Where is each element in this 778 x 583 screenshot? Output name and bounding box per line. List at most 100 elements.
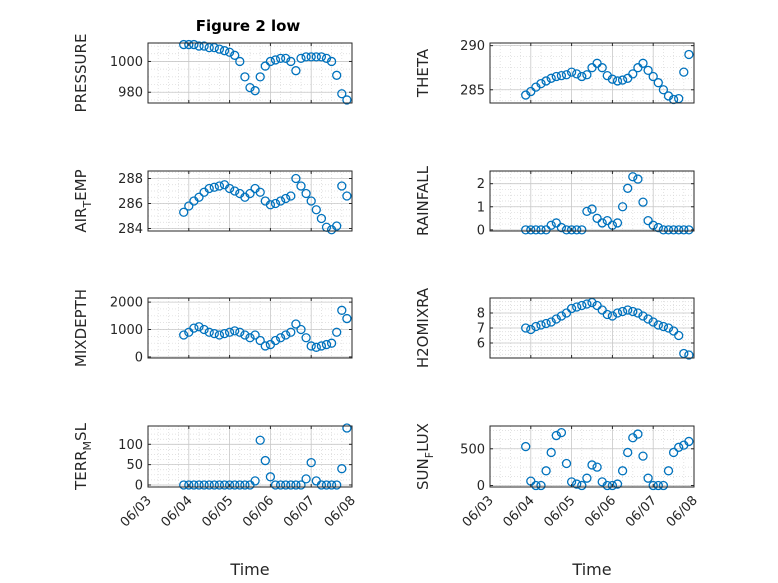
h2omixra-point xyxy=(566,303,577,314)
h2omixra-point xyxy=(607,311,618,321)
xtick-label: 06/06 xyxy=(582,493,619,530)
terr_msl-point xyxy=(316,480,327,490)
mixdepth-point xyxy=(260,341,270,351)
theta-point xyxy=(582,70,592,80)
terr_msl-point xyxy=(240,480,250,490)
pressure-point xyxy=(230,50,240,60)
theta-axes-box xyxy=(489,42,695,104)
rainfall-point xyxy=(531,225,541,235)
theta-point xyxy=(561,70,572,80)
terr_msl-ytick-label: 100 xyxy=(118,438,143,453)
h2omixra-point xyxy=(572,302,582,312)
theta-point xyxy=(638,58,648,68)
rainfall-point xyxy=(536,225,546,235)
rainfall-point xyxy=(521,225,531,235)
theta-series xyxy=(521,49,694,105)
sun_flux-point xyxy=(572,479,582,489)
rainfall-series xyxy=(521,172,694,235)
air_temp-axes-box xyxy=(147,170,353,232)
pressure-point xyxy=(286,56,296,67)
h2omixra-point xyxy=(663,323,674,333)
terr_msl-point xyxy=(265,472,276,482)
rainfall-point xyxy=(597,218,607,228)
theta-point xyxy=(628,69,638,79)
sun_flux-axes-box xyxy=(489,425,695,488)
panel-mixdepth: 0 1000 2000 MIXDEPTH xyxy=(72,289,353,367)
air_temp-point xyxy=(337,181,347,191)
pressure-point xyxy=(224,47,235,57)
h2omixra-point xyxy=(521,323,531,333)
air_temp-point xyxy=(224,183,235,194)
pressure-point xyxy=(316,52,327,62)
rainfall-point xyxy=(668,225,679,235)
pressure-point xyxy=(306,52,316,62)
rainfall-point xyxy=(577,225,587,235)
pressure-point xyxy=(179,39,189,50)
rainfall-point xyxy=(628,172,638,182)
h2omixra-point xyxy=(648,317,658,327)
rainfall-minor-grid xyxy=(490,171,694,231)
air_temp-ylabel-base: AIR xyxy=(72,208,90,233)
xtick-label: 06/03 xyxy=(460,493,497,530)
air_temp-ytick-label: 286 xyxy=(118,197,143,212)
pressure-point xyxy=(199,41,209,51)
sun_flux-point xyxy=(684,436,694,447)
mixdepth-point xyxy=(194,322,204,332)
theta-point xyxy=(597,63,607,73)
mixdepth-point xyxy=(189,323,199,333)
terr_msl-ytick-label: 50 xyxy=(126,458,143,473)
mixdepth-point xyxy=(204,327,214,337)
air_temp-point xyxy=(179,207,189,217)
mixdepth-point xyxy=(301,333,311,343)
terr_msl-minor-grid xyxy=(148,426,352,487)
terr_msl-axes-box xyxy=(147,425,353,488)
mixdepth-series xyxy=(179,305,352,352)
sun_flux-point xyxy=(648,480,658,491)
terr_msl-point xyxy=(224,480,235,490)
rainfall-ytick-label: 1 xyxy=(477,200,485,215)
theta-ytick-label: 290 xyxy=(460,39,485,54)
terr_msl-point xyxy=(179,480,189,490)
rainfall-point xyxy=(612,218,623,228)
xtick-label: 06/08 xyxy=(322,493,359,530)
h2omixra-point xyxy=(531,321,541,332)
theta-point xyxy=(556,71,567,81)
rainfall-point xyxy=(602,215,612,226)
mixdepth-point xyxy=(199,324,209,335)
sun_flux-ylabel: SUNFLUX xyxy=(414,423,436,490)
h2omixra-ylabel: H2OMIXRA xyxy=(414,287,432,368)
terr_msl-point xyxy=(194,480,204,490)
theta-ylabel: THETA xyxy=(414,48,432,98)
rainfall-point xyxy=(623,183,633,193)
h2omixra-point xyxy=(684,350,694,360)
sun_flux-point xyxy=(561,458,572,469)
rainfall-point xyxy=(633,174,643,184)
terr_msl-point xyxy=(321,480,332,490)
rainfall-point xyxy=(572,225,582,235)
h2omixra-ytick-label: 6 xyxy=(477,337,485,352)
pressure-point xyxy=(204,42,214,53)
mixdepth-point xyxy=(342,313,352,324)
panel-pressure: 980 1000 PRESSURE xyxy=(72,34,353,112)
mixdepth-point xyxy=(296,324,306,335)
x-axis-label: Time xyxy=(229,560,269,579)
h2omixra-ytick-label: 8 xyxy=(477,307,485,322)
panel-air_temp: 284 286 288 AIRTEMP xyxy=(72,169,353,237)
terr_msl-point xyxy=(281,480,291,490)
pressure-point xyxy=(245,82,255,93)
theta-point xyxy=(612,76,623,86)
theta-point xyxy=(684,49,694,60)
mixdepth-axes-box xyxy=(147,297,353,359)
xtick-label: 06/05 xyxy=(541,493,578,530)
h2omixra-point xyxy=(617,306,628,317)
rainfall-ylabel: RAINFALL xyxy=(414,165,432,236)
rainfall-point xyxy=(679,225,689,235)
air_temp-point xyxy=(255,187,265,197)
h2omixra-point xyxy=(582,299,592,309)
mixdepth-point xyxy=(316,341,327,351)
terr_msl-point xyxy=(270,480,281,490)
xtick-label: 06/03 xyxy=(118,493,155,530)
h2omixra-point xyxy=(541,318,551,329)
sun_flux-point xyxy=(582,473,592,483)
mixdepth-ytick-label: 2000 xyxy=(110,296,143,311)
